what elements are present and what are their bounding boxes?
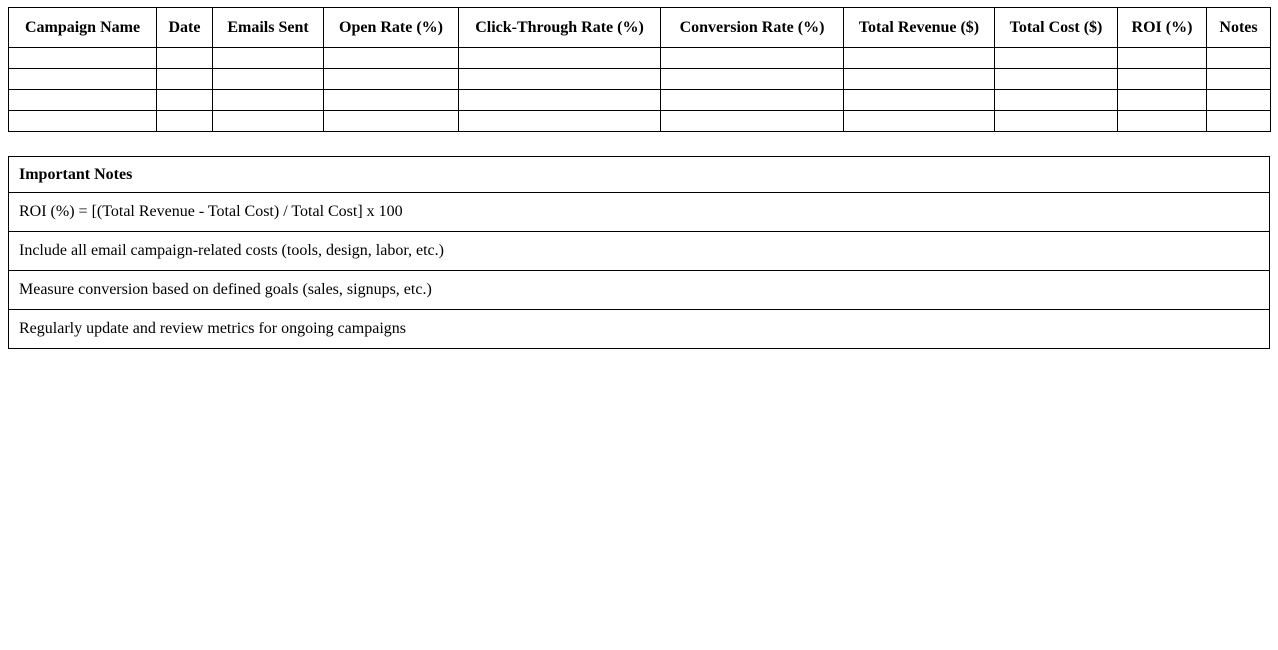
- empty-cell: [212, 110, 324, 132]
- empty-cell: [994, 89, 1118, 111]
- empty-cell: [458, 68, 661, 90]
- note-row: ROI (%) = [(Total Revenue - Total Cost) …: [8, 192, 1270, 232]
- campaign-tracker-table: Campaign Name Date Emails Sent Open Rate…: [8, 7, 1271, 132]
- column-header-total-revenue: Total Revenue ($): [843, 7, 995, 48]
- table-row: [8, 110, 1271, 132]
- empty-cell: [8, 89, 157, 111]
- empty-cell: [212, 68, 324, 90]
- column-header-click-through-rate: Click-Through Rate (%): [458, 7, 661, 48]
- empty-cell: [843, 110, 995, 132]
- note-row: Include all email campaign-related costs…: [8, 231, 1270, 271]
- note-item-measure-conversion: Measure conversion based on defined goal…: [8, 270, 1270, 310]
- table-row: [8, 47, 1271, 69]
- column-header-conversion-rate: Conversion Rate (%): [660, 7, 844, 48]
- empty-cell: [1206, 89, 1271, 111]
- empty-cell: [660, 110, 844, 132]
- empty-cell: [212, 89, 324, 111]
- empty-cell: [660, 68, 844, 90]
- empty-cell: [660, 89, 844, 111]
- column-header-open-rate: Open Rate (%): [323, 7, 459, 48]
- empty-cell: [458, 47, 661, 69]
- notes-title: Important Notes: [8, 156, 1270, 193]
- empty-cell: [1117, 68, 1207, 90]
- note-item-roi-formula: ROI (%) = [(Total Revenue - Total Cost) …: [8, 192, 1270, 232]
- empty-cell: [8, 110, 157, 132]
- note-item-regularly-update: Regularly update and review metrics for …: [8, 309, 1270, 349]
- empty-cell: [8, 47, 157, 69]
- notes-title-row: Important Notes: [8, 156, 1270, 193]
- empty-cell: [458, 89, 661, 111]
- empty-cell: [323, 47, 459, 69]
- empty-cell: [212, 47, 324, 69]
- table-row: [8, 68, 1271, 90]
- empty-cell: [660, 47, 844, 69]
- empty-cell: [156, 47, 213, 69]
- important-notes-table: Important Notes ROI (%) = [(Total Revenu…: [8, 156, 1270, 349]
- column-header-campaign-name: Campaign Name: [8, 7, 157, 48]
- empty-cell: [323, 89, 459, 111]
- empty-cell: [994, 68, 1118, 90]
- campaign-table-header-row: Campaign Name Date Emails Sent Open Rate…: [8, 7, 1271, 48]
- empty-cell: [994, 47, 1118, 69]
- empty-cell: [1117, 47, 1207, 69]
- empty-cell: [843, 89, 995, 111]
- note-row: Measure conversion based on defined goal…: [8, 270, 1270, 310]
- empty-cell: [156, 89, 213, 111]
- column-header-date: Date: [156, 7, 213, 48]
- column-header-total-cost: Total Cost ($): [994, 7, 1118, 48]
- empty-cell: [843, 68, 995, 90]
- empty-cell: [1117, 89, 1207, 111]
- empty-cell: [8, 68, 157, 90]
- table-row: [8, 89, 1271, 111]
- empty-cell: [323, 68, 459, 90]
- campaign-table-body: [8, 47, 1271, 132]
- empty-cell: [323, 110, 459, 132]
- note-item-include-costs: Include all email campaign-related costs…: [8, 231, 1270, 271]
- empty-cell: [156, 68, 213, 90]
- empty-cell: [843, 47, 995, 69]
- empty-cell: [1206, 47, 1271, 69]
- empty-cell: [1117, 110, 1207, 132]
- empty-cell: [1206, 68, 1271, 90]
- note-row: Regularly update and review metrics for …: [8, 309, 1270, 349]
- column-header-emails-sent: Emails Sent: [212, 7, 324, 48]
- empty-cell: [1206, 110, 1271, 132]
- empty-cell: [994, 110, 1118, 132]
- empty-cell: [156, 110, 213, 132]
- column-header-roi: ROI (%): [1117, 7, 1207, 48]
- column-header-notes: Notes: [1206, 7, 1271, 48]
- empty-cell: [458, 110, 661, 132]
